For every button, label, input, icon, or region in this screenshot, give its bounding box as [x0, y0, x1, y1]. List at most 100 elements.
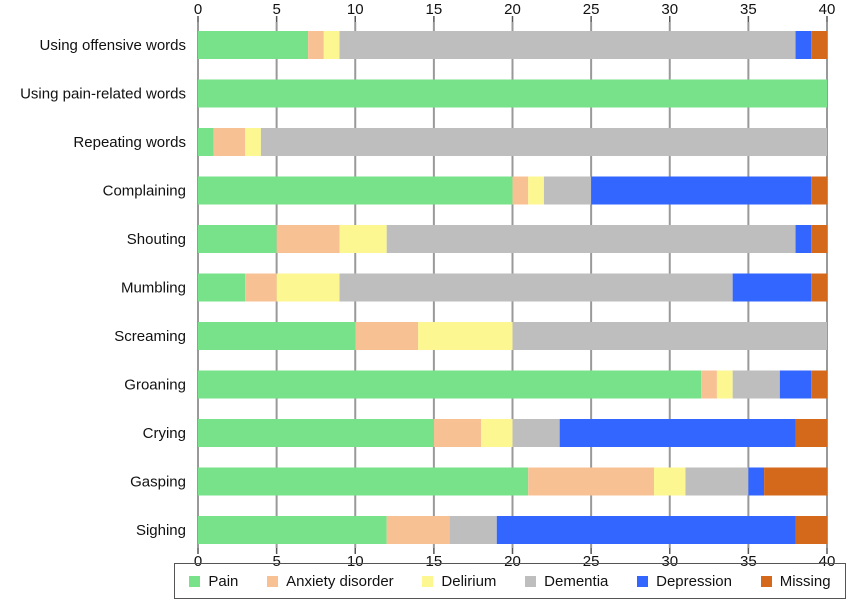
bar-segment-dementia	[339, 273, 733, 302]
legend-item: Dementia	[525, 573, 608, 590]
bar-segment-anxiety-disorder	[355, 322, 419, 350]
legend-swatch	[760, 575, 772, 587]
bar-segment-dementia	[449, 516, 497, 544]
legend-label: Depression	[656, 572, 732, 590]
bar-segment-dementia	[339, 31, 796, 59]
legend: Pain Anxiety disorder Delirium Dementia Depr…	[174, 563, 846, 599]
category-label: Groaning	[124, 377, 186, 394]
bar-segment-delirium	[339, 225, 387, 253]
bar-segment-dementia	[386, 225, 796, 253]
legend-label: Pain	[208, 572, 239, 590]
legend-swatch	[525, 575, 537, 587]
bar-segment-depression	[496, 516, 796, 544]
bar-segment-depression	[732, 273, 812, 302]
legend-swatch	[267, 575, 279, 587]
bar-segment-pain	[198, 128, 214, 156]
x-tick-label-top: 15	[426, 1, 443, 18]
bar-segment-anxiety-disorder	[512, 176, 529, 205]
bar-segment-delirium	[481, 419, 513, 447]
legend-swatch	[637, 575, 649, 587]
bar-segment-delirium	[323, 31, 340, 59]
bar-segment-pain	[198, 370, 702, 399]
bar-segment-anxiety-disorder	[701, 370, 717, 399]
legend-label: Dementia	[544, 572, 609, 590]
x-tick-label-top: 40	[819, 1, 836, 18]
bar-segment-pain	[198, 79, 827, 108]
x-tick-label-bottom: 40	[819, 553, 836, 570]
category-label: Screaming	[114, 328, 186, 345]
category-label: Using pain-related words	[20, 86, 186, 103]
bar-segment-missing	[795, 516, 827, 544]
legend-swatch	[422, 575, 434, 587]
bar-segment-depression	[748, 467, 765, 496]
legend-label: Delirium	[441, 572, 497, 590]
bar-segment-anxiety-disorder	[213, 128, 246, 156]
legend-item: Missing	[760, 572, 831, 590]
legend-label: Missing	[779, 572, 831, 590]
bar-segment-delirium	[276, 273, 340, 302]
bar-segment-pain	[198, 225, 277, 253]
x-tick-label-bottom: 30	[661, 553, 678, 570]
bar-segment-missing	[811, 225, 827, 253]
bar-segment-missing	[811, 31, 827, 59]
bar-segment-pain	[198, 31, 309, 59]
bar-segment-depression	[591, 176, 812, 205]
bar-segment-dementia	[543, 176, 592, 205]
bar-segment-pain	[198, 516, 387, 544]
bar-segment-missing	[795, 419, 827, 447]
category-label: Complaining	[103, 183, 186, 200]
bar-segment-dementia	[512, 322, 827, 350]
bar-segment-anxiety-disorder	[528, 467, 655, 496]
x-tick-label-bottom: 0	[194, 553, 202, 570]
bar-segment-delirium	[528, 176, 544, 205]
x-tick-label-bottom: 35	[740, 553, 757, 570]
bar-segment-depression	[795, 225, 812, 253]
bar-segment-anxiety-disorder	[245, 273, 277, 302]
x-tick-label-bottom: 25	[583, 553, 600, 570]
bar-segment-delirium	[245, 128, 261, 156]
legend-item: Anxiety disorder	[267, 573, 394, 590]
bar-segment-depression	[779, 370, 812, 399]
x-tick-label-top: 5	[272, 1, 280, 18]
x-tick-label-bottom: 15	[426, 553, 443, 570]
bar-segment-delirium	[716, 370, 733, 399]
bar-segment-anxiety-disorder	[308, 31, 324, 59]
bar-segment-depression	[795, 31, 812, 59]
category-label: Shouting	[127, 231, 186, 248]
bar-segment-pain	[198, 322, 356, 350]
x-tick-label-top: 25	[583, 1, 600, 18]
bar-segment-anxiety-disorder	[386, 516, 450, 544]
category-label: Sighing	[136, 522, 186, 539]
bar-segment-depression	[559, 419, 796, 447]
legend-swatch	[189, 575, 201, 587]
bar-segment-anxiety-disorder	[276, 225, 340, 253]
x-tick-label-top: 30	[661, 1, 678, 18]
x-tick-label-top: 20	[504, 1, 521, 18]
x-tick-label-top: 0	[194, 1, 202, 18]
bar-segment-delirium	[654, 467, 686, 496]
legend-item: Pain	[189, 573, 238, 590]
bar-segment-dementia	[512, 419, 560, 447]
category-label: Using offensive words	[40, 37, 186, 54]
bar-segment-dementia	[260, 128, 827, 156]
category-label: Crying	[143, 425, 186, 442]
bar-segment-pain	[198, 273, 246, 302]
bar-segment-missing	[764, 467, 827, 496]
category-label: Gasping	[130, 474, 186, 491]
bar-segment-pain	[198, 176, 513, 205]
legend-item: Delirium	[422, 573, 496, 590]
bar-segment-dementia	[685, 467, 749, 496]
bar-segment-missing	[811, 370, 827, 399]
x-tick-label-bottom: 20	[504, 553, 521, 570]
bar-segment-delirium	[418, 322, 513, 350]
bar-segment-missing	[811, 273, 827, 302]
bar-segment-pain	[198, 467, 529, 496]
category-label: Mumbling	[121, 280, 186, 297]
bar-segment-anxiety-disorder	[433, 419, 482, 447]
category-label: Repeating words	[73, 134, 186, 151]
x-tick-label-bottom: 5	[272, 553, 280, 570]
bar-segment-dementia	[732, 370, 780, 399]
bar-segment-pain	[198, 419, 434, 447]
legend-item: Depression	[637, 573, 732, 590]
